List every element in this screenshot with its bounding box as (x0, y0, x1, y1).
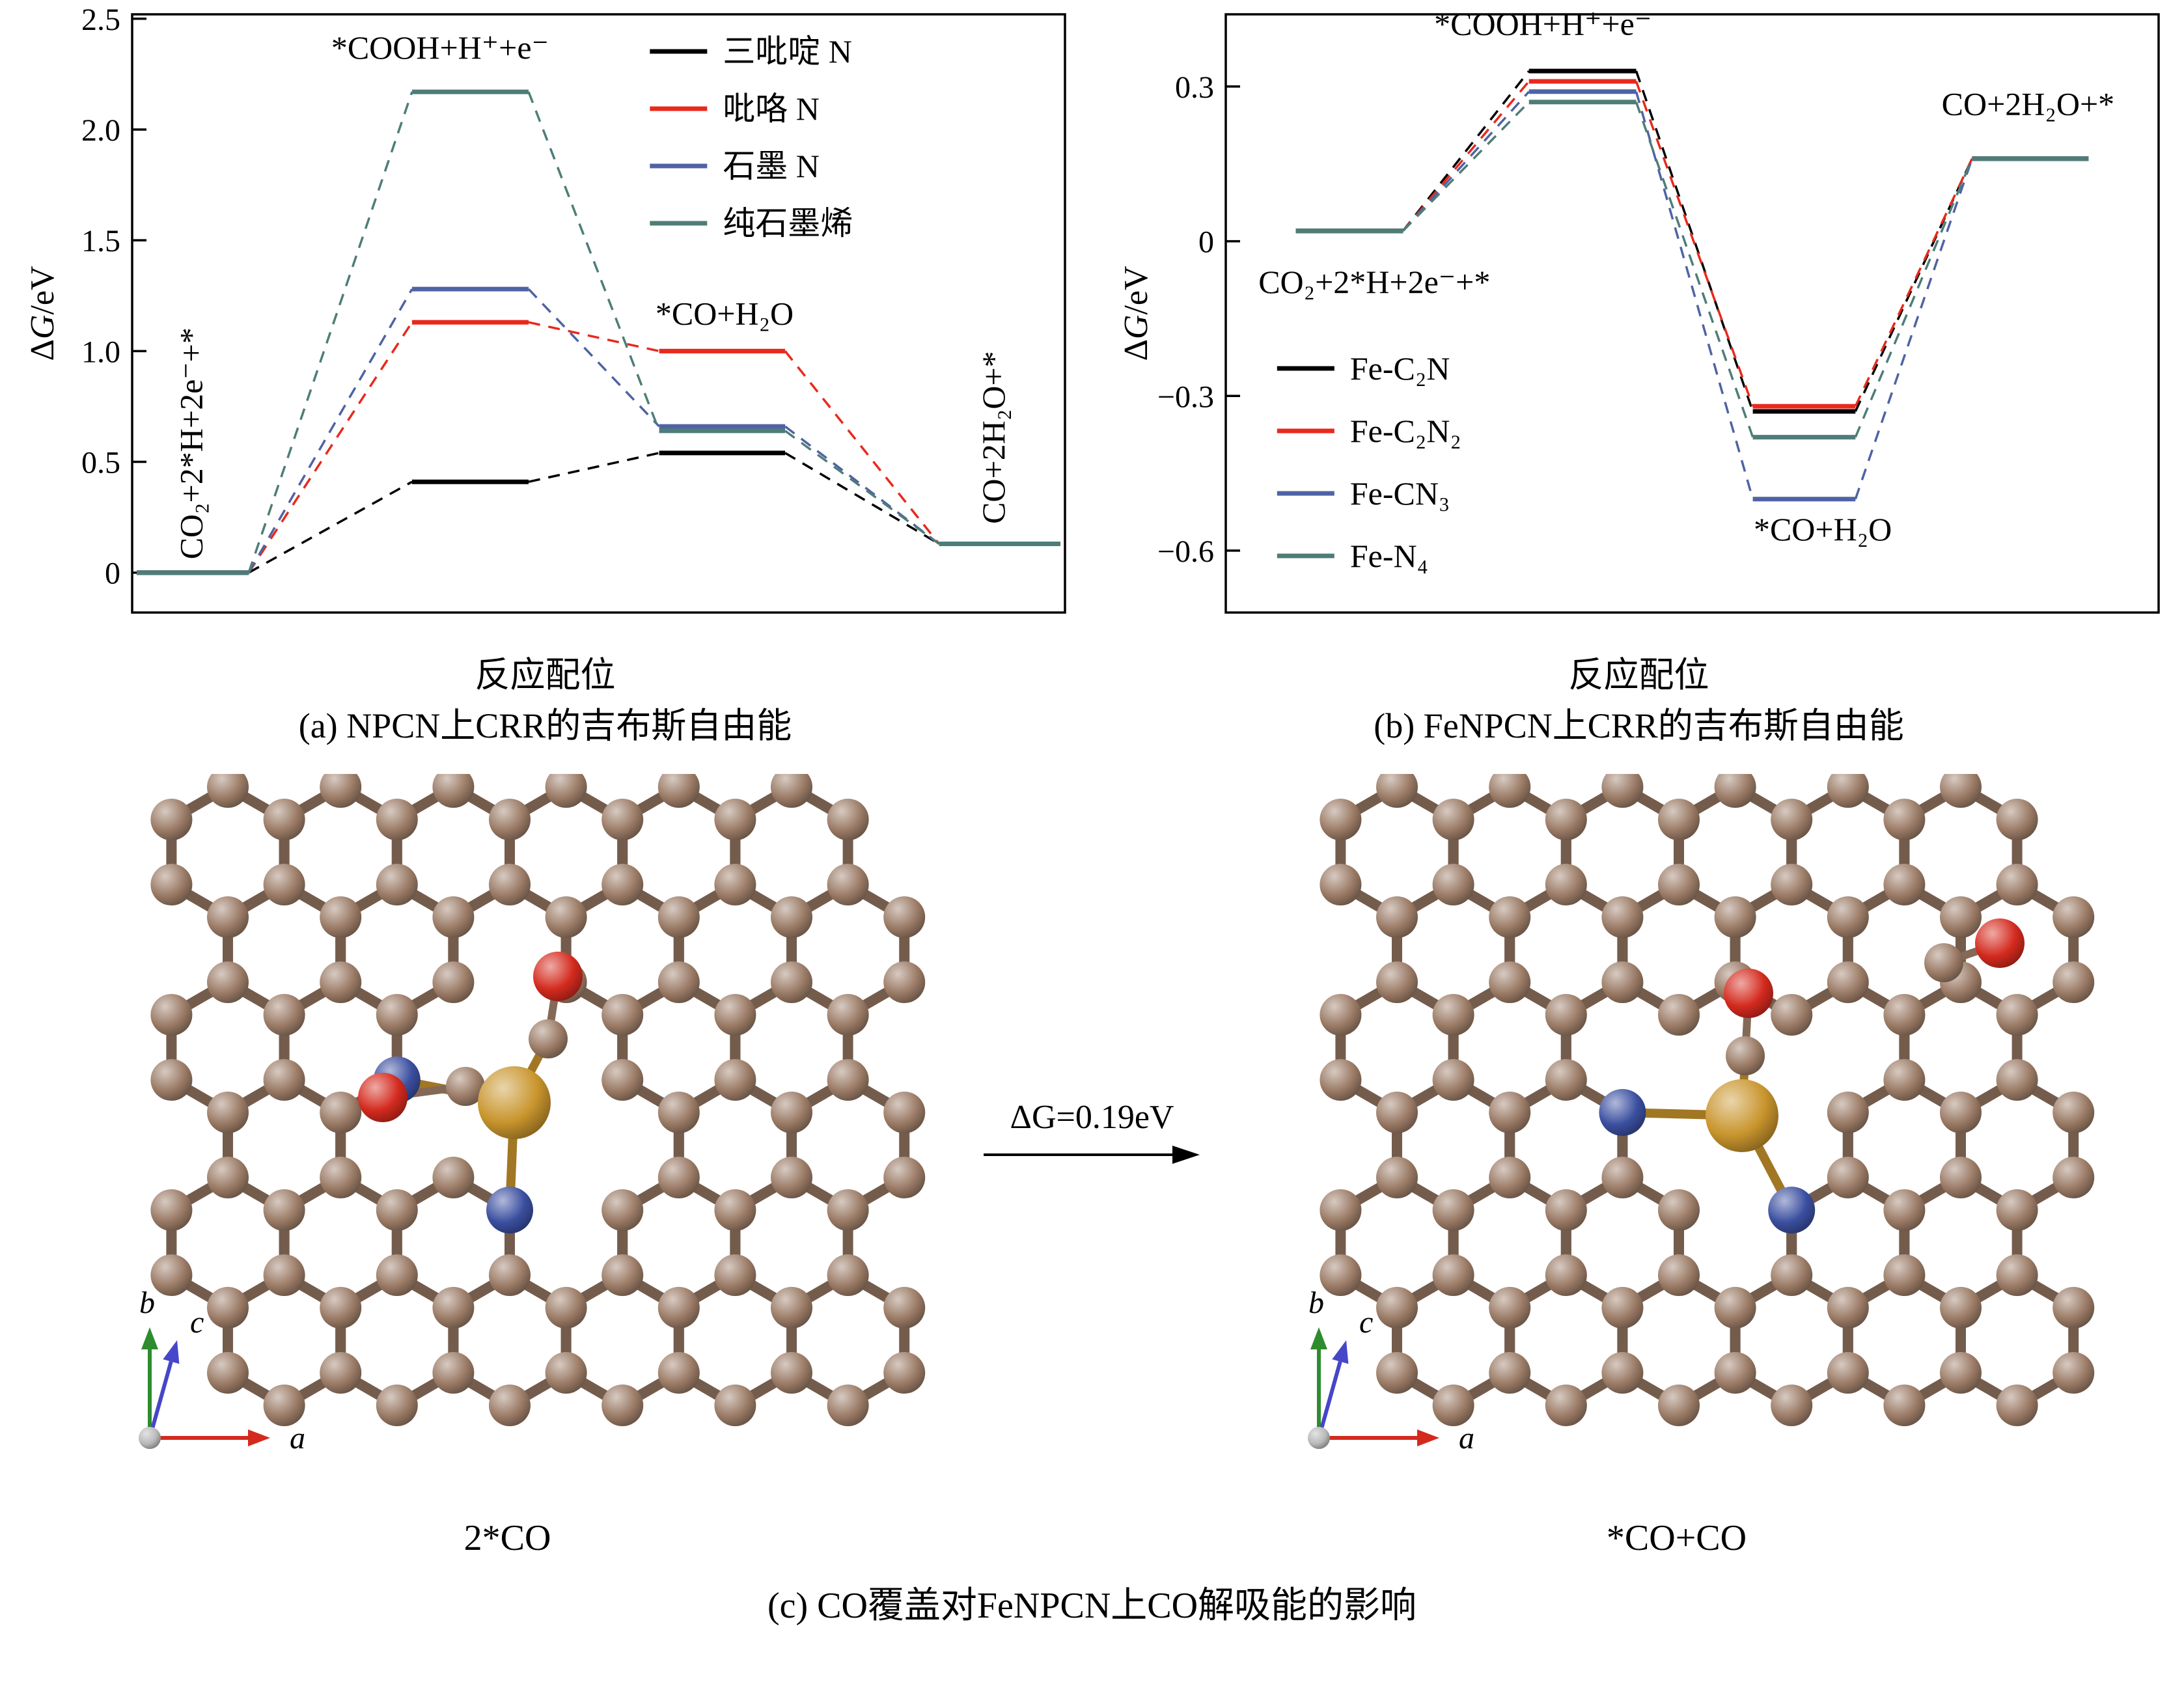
svg-text:*CO+H₂O: *CO+H₂O (1753, 511, 1891, 547)
gibbs-energy-chart-fenpcn: 0.3 0 −0.3 −0.6 ΔG/eV Fe-C₂N Fe-C₂N₂ Fe-CN₃ Fe-N… (1118, 6, 2160, 614)
svg-text:b: b (1308, 1286, 1324, 1320)
svg-text:−0.3: −0.3 (1157, 379, 1213, 414)
svg-text:2.5: 2.5 (81, 5, 120, 37)
svg-text:石墨 N: 石墨 N (723, 148, 820, 184)
svg-text:ΔG/eV: ΔG/eV (1118, 266, 1155, 361)
svg-text:b: b (139, 1286, 155, 1320)
svg-text:吡咯 N: 吡咯 N (723, 90, 820, 127)
molecular-structure-co-co-image: a b c (1307, 773, 2094, 1455)
svg-text:−0.6: −0.6 (1157, 534, 1213, 569)
svg-text:Fe-CN₃: Fe-CN₃ (1349, 475, 1450, 512)
panel-b-xlabel: 反应配位 (1568, 655, 1709, 695)
molecular-structure-2co-image: a b c (138, 773, 925, 1455)
svg-text:*CO+H₂O: *CO+H₂O (655, 296, 793, 332)
svg-text:1.0: 1.0 (81, 335, 120, 369)
svg-text:Fe-C₂N₂: Fe-C₂N₂ (1349, 413, 1461, 449)
svg-text:CO+2H₂O+*: CO+2H₂O+* (975, 351, 1011, 524)
panel-b-title: (b) FeNPCN上CRR的吉布斯自由能 (1374, 706, 1904, 746)
panel-a: 0 0.5 1.0 1.5 2.0 2.5 ΔG/eV 三吡啶 N 吡咯 N 石墨 N 纯石墨烯 CO… (12, 5, 1079, 752)
structure-left: a b c 2*CO (59, 773, 957, 1559)
charts-row: 0 0.5 1.0 1.5 2.0 2.5 ΔG/eV 三吡啶 N 吡咯 N 石墨 N 纯石墨烯 CO… (0, 0, 2184, 752)
gibbs-energy-chart-npcn: 0 0.5 1.0 1.5 2.0 2.5 ΔG/eV 三吡啶 N 吡咯 N 石墨 N 纯石墨烯 CO… (24, 5, 1066, 614)
svg-text:2.0: 2.0 (81, 113, 120, 148)
panel-b: 0.3 0 −0.3 −0.6 ΔG/eV Fe-C₂N Fe-C₂N₂ Fe-CN₃ Fe-N… (1105, 5, 2173, 752)
svg-text:*COOH+H⁺+e⁻: *COOH+H⁺+e⁻ (1434, 6, 1652, 42)
svg-text:ΔG/eV: ΔG/eV (24, 266, 61, 361)
panel-a-xlabel: 反应配位 (475, 655, 616, 695)
svg-text:1.5: 1.5 (81, 224, 120, 258)
figure-c-caption: (c) CO覆盖对FeNPCN上CO解吸能的影响 (767, 1585, 1417, 1626)
svg-text:0: 0 (1198, 225, 1214, 260)
panel-a-title: (a) NPCN上CRR的吉布斯自由能 (298, 706, 792, 746)
structure-right: a b c *CO+CO (1228, 773, 2126, 1559)
left-structure-label: 2*CO (463, 1517, 551, 1558)
svg-text:CO₂+2*H+2e⁻+*: CO₂+2*H+2e⁻+* (1258, 264, 1490, 300)
svg-text:c: c (1359, 1305, 1373, 1340)
right-arrow-icon (983, 1146, 1200, 1165)
svg-text:Fe-N₄: Fe-N₄ (1349, 538, 1428, 574)
svg-text:0.5: 0.5 (81, 446, 120, 480)
svg-text:三吡啶 N: 三吡啶 N (723, 33, 852, 70)
svg-text:c: c (190, 1305, 204, 1340)
arrow-delta-g-label: ΔG=0.19eV (1010, 1099, 1174, 1137)
svg-text:纯石墨烯: 纯石墨烯 (723, 205, 853, 241)
svg-text:0: 0 (105, 557, 120, 591)
svg-text:0.3: 0.3 (1175, 70, 1214, 105)
svg-text:CO₂+2*H+2e⁻+*: CO₂+2*H+2e⁻+* (173, 327, 209, 559)
svg-text:*COOH+H⁺+e⁻: *COOH+H⁺+e⁻ (331, 29, 548, 66)
svg-text:a: a (290, 1421, 305, 1455)
reaction-arrow: ΔG=0.19eV (962, 1098, 1223, 1165)
structures-row: a b c 2*CO ΔG=0.19eV a b c *CO+CO (0, 773, 2184, 1559)
right-structure-label: *CO+CO (1606, 1517, 1747, 1558)
svg-text:a: a (1459, 1421, 1474, 1455)
svg-text:CO+2H₂O+*: CO+2H₂O+* (1941, 86, 2114, 122)
svg-text:Fe-C₂N: Fe-C₂N (1349, 350, 1450, 387)
